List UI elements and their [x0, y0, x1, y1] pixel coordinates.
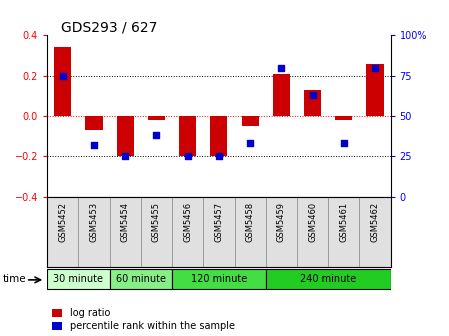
- Bar: [266, 269, 391, 290]
- Bar: [242, 116, 259, 126]
- Bar: [117, 116, 134, 156]
- Bar: [85, 116, 102, 130]
- Bar: [172, 269, 266, 290]
- Text: 120 minute: 120 minute: [191, 274, 247, 284]
- Point: [153, 133, 160, 138]
- Bar: [335, 116, 352, 120]
- Text: GSM5453: GSM5453: [89, 202, 98, 242]
- Bar: [179, 116, 196, 156]
- Point: [184, 154, 191, 159]
- Text: GSM5457: GSM5457: [214, 202, 224, 242]
- Point: [340, 141, 348, 146]
- Text: GSM5452: GSM5452: [58, 202, 67, 242]
- Text: 240 minute: 240 minute: [300, 274, 357, 284]
- Bar: [273, 74, 290, 116]
- Text: time: time: [2, 274, 26, 284]
- Text: GSM5462: GSM5462: [370, 202, 379, 242]
- Point: [309, 92, 316, 98]
- Text: 60 minute: 60 minute: [116, 274, 166, 284]
- Point: [247, 141, 254, 146]
- Point: [90, 142, 97, 148]
- Text: GSM5461: GSM5461: [339, 202, 348, 242]
- Text: 30 minute: 30 minute: [53, 274, 103, 284]
- Point: [371, 65, 379, 70]
- Point: [278, 65, 285, 70]
- Bar: [110, 269, 172, 290]
- Text: GSM5458: GSM5458: [246, 202, 255, 242]
- Bar: [148, 116, 165, 120]
- Text: GSM5460: GSM5460: [308, 202, 317, 242]
- Legend: log ratio, percentile rank within the sample: log ratio, percentile rank within the sa…: [52, 308, 234, 331]
- Bar: [54, 47, 71, 116]
- Point: [122, 154, 129, 159]
- Bar: [366, 64, 383, 116]
- Text: GSM5459: GSM5459: [277, 202, 286, 242]
- Text: GSM5454: GSM5454: [121, 202, 130, 242]
- Bar: [304, 90, 321, 116]
- Text: GSM5455: GSM5455: [152, 202, 161, 242]
- Text: GDS293 / 627: GDS293 / 627: [61, 20, 157, 34]
- Bar: [47, 269, 110, 290]
- Bar: [210, 116, 228, 156]
- Point: [215, 154, 222, 159]
- Point: [59, 73, 66, 78]
- Text: GSM5456: GSM5456: [183, 202, 192, 242]
